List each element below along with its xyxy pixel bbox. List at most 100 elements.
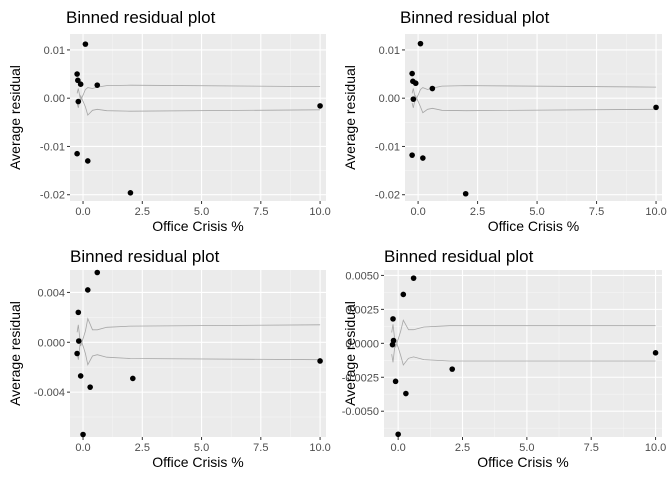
data-point [75,309,82,316]
data-point [80,431,86,438]
data-point [84,158,91,164]
x-tick-label: 0.0 [391,442,406,454]
y-tick-label: -0.0025 [342,372,379,384]
data-point [317,103,323,109]
x-axis-label: Office Crisis % [152,218,244,234]
data-point [653,104,659,111]
chart-panel-4: 0.0 2.5 5.0 7.5 10.0 -0.0050 -0.0025 0.0000 0.00… [342,247,667,470]
x-tick-label: 0.0 [75,442,90,454]
chart-panel-3: 0.0 2.5 5.0 7.5 10.0 -0.004 0.000 0.004 Binned r… [7,247,331,470]
x-tick-label: 7.5 [589,206,604,218]
plot-panel-background [384,270,662,437]
data-point [429,85,436,92]
x-tick-label: 7.5 [253,442,268,454]
data-point [75,77,81,84]
x-axis-label: Office Crisis % [152,454,244,470]
data-point [75,98,82,105]
y-tick-label: 0.0000 [345,338,379,350]
y-tick-label: 0.00 [44,93,65,105]
x-axis-label: Office Crisis % [488,218,580,234]
y-axis-label: Average residual [342,301,358,406]
y-tick-label: -0.01 [375,141,400,153]
plot-panel-background [70,270,326,437]
y-tick-label: -0.01 [40,141,65,153]
data-point [82,41,89,47]
x-tick-label: 7.5 [584,442,599,454]
data-point [94,82,101,88]
x-tick-label: 7.5 [253,206,268,218]
data-point [77,81,84,87]
chart-panel-1: 0.0 2.5 5.0 7.5 10.0 -0.02 -0.01 0.00 0.01 Binned… [7,8,331,234]
data-point [389,341,396,348]
error-band-lower-line [391,339,656,366]
data-point [395,431,401,438]
chart-title: Binned residual plot [400,8,550,27]
plot-panel-background [70,34,326,201]
x-tick-label: 2.5 [455,442,470,454]
data-point [127,189,134,196]
data-point [652,350,659,356]
data-point [87,384,93,390]
data-point [410,275,417,281]
x-tick-label: 2.5 [135,442,150,454]
y-tick-label: 0.0050 [345,270,379,282]
data-point [77,373,84,379]
y-tick-label: 0.0025 [345,304,379,316]
y-tick-label: 0.004 [37,287,65,299]
data-point [462,190,469,197]
y-tick-label: 0.00 [379,93,400,105]
data-point [420,155,426,161]
x-tick-label: 5.0 [529,206,544,218]
data-point [409,152,415,158]
data-point [390,316,396,322]
x-tick-label: 10.0 [309,206,330,218]
data-point [417,40,424,47]
x-tick-label: 10.0 [309,442,330,454]
y-tick-label: -0.02 [40,190,65,202]
x-tick-label: 5.0 [519,442,534,454]
chart-panel-2: 0.0 2.5 5.0 7.5 10.0 -0.02 -0.01 0.00 0.01 Binned… [342,8,667,234]
y-tick-label: 0.01 [44,45,65,57]
data-point [412,80,419,87]
data-point [75,338,82,344]
y-tick-label: 0.01 [379,45,400,57]
x-tick-label: 5.0 [194,206,209,218]
chart-title: Binned residual plot [384,247,534,266]
y-tick-label: -0.0050 [342,406,379,418]
data-point [409,70,415,77]
data-point [403,390,409,397]
data-point [74,150,80,157]
error-band-lower-line [411,94,657,114]
error-band-upper-line [76,317,321,347]
data-point [317,358,323,364]
x-tick-label: 5.0 [194,442,209,454]
y-axis-label: Average residual [7,301,23,406]
y-axis-label: Average residual [7,65,23,170]
data-point [392,378,399,385]
x-tick-label: 10.0 [645,206,666,218]
data-point [130,375,136,382]
data-point [84,287,91,293]
data-point [410,96,417,102]
data-point [94,269,101,276]
y-tick-label: 0.000 [37,337,65,349]
error-band-upper-line [411,85,657,102]
y-tick-label: -0.02 [375,190,400,202]
chart-title: Binned residual plot [66,8,216,27]
chart-title: Binned residual plot [70,247,220,266]
x-tick-label: 10.0 [645,442,666,454]
error-band-upper-line [391,319,656,348]
data-point [400,291,407,298]
error-band-upper-line [76,84,321,102]
x-tick-label: 2.5 [135,206,150,218]
x-tick-label: 0.0 [410,206,425,218]
y-tick-label: -0.004 [34,387,65,399]
data-point [74,71,80,77]
x-tick-label: 2.5 [470,206,485,218]
x-axis-label: Office Crisis % [477,454,569,470]
data-point [74,350,80,357]
plot-panel-background [405,34,662,201]
data-point [449,366,456,372]
x-tick-label: 0.0 [75,206,90,218]
